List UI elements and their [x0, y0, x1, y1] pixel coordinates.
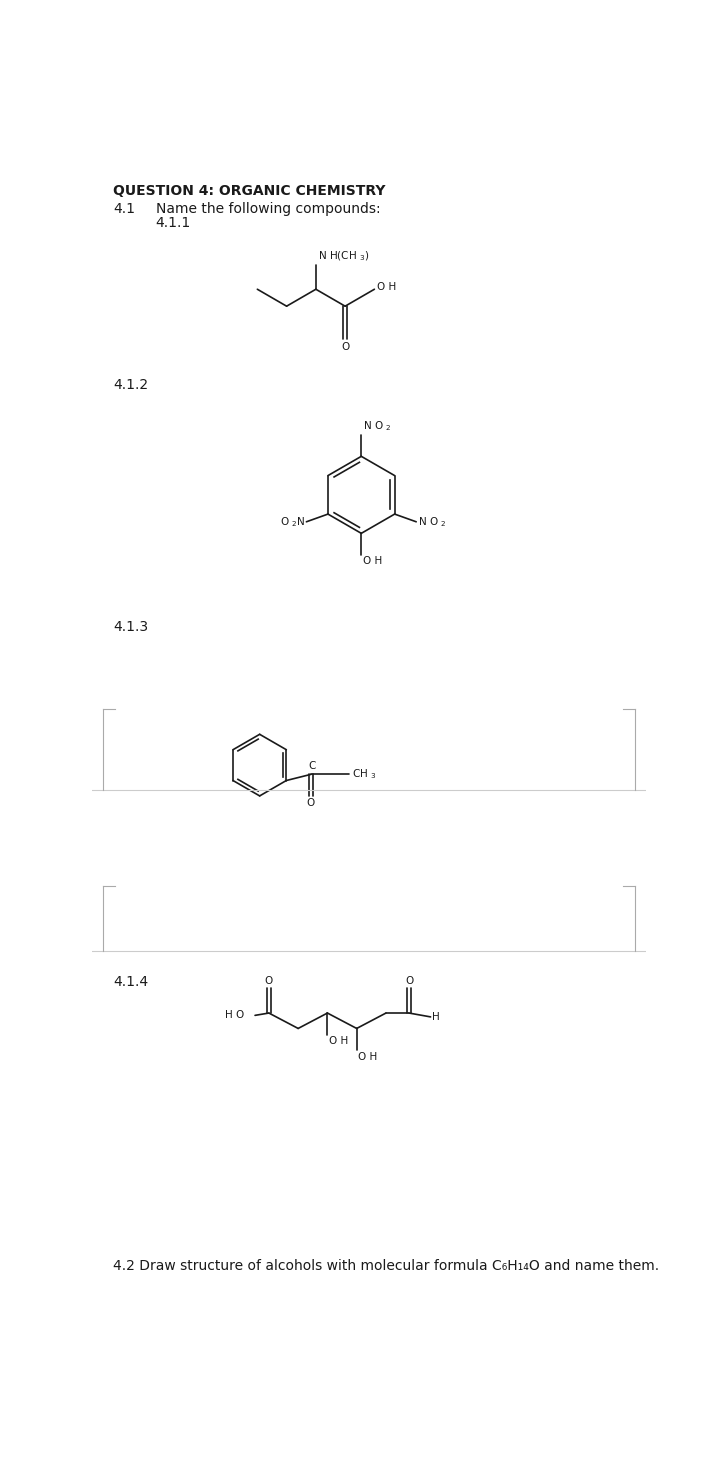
Text: 4.1.4: 4.1.4 [113, 974, 148, 989]
Text: 4.1.3: 4.1.3 [113, 620, 148, 635]
Text: H: H [432, 1012, 440, 1021]
Text: N H(CH $_{3}$): N H(CH $_{3}$) [318, 250, 369, 263]
Text: O H: O H [377, 281, 397, 292]
Text: 4.2 Draw structure of alcohols with molecular formula C₆H₁₄O and name them.: 4.2 Draw structure of alcohols with mole… [113, 1258, 660, 1273]
Text: O: O [265, 977, 273, 986]
Text: C: C [308, 761, 315, 771]
Text: 4.1.1: 4.1.1 [156, 216, 191, 229]
Text: CH $_{3}$: CH $_{3}$ [352, 768, 377, 781]
Text: O: O [341, 342, 349, 352]
Text: H O: H O [225, 1011, 244, 1020]
Text: O: O [307, 798, 315, 808]
Text: 4.1: 4.1 [113, 203, 135, 216]
Text: QUESTION 4: ORGANIC CHEMISTRY: QUESTION 4: ORGANIC CHEMISTRY [113, 184, 386, 198]
Text: O H: O H [329, 1036, 348, 1046]
Text: O $_{2}$N: O $_{2}$N [279, 515, 305, 528]
Text: 4.1.2: 4.1.2 [113, 377, 148, 392]
Text: O H: O H [359, 1052, 377, 1061]
Text: Name the following compounds:: Name the following compounds: [156, 203, 380, 216]
Text: O H: O H [363, 556, 382, 567]
Text: O: O [405, 977, 413, 986]
Text: N O $_{2}$: N O $_{2}$ [363, 419, 391, 434]
Text: N O $_{2}$: N O $_{2}$ [418, 515, 446, 528]
